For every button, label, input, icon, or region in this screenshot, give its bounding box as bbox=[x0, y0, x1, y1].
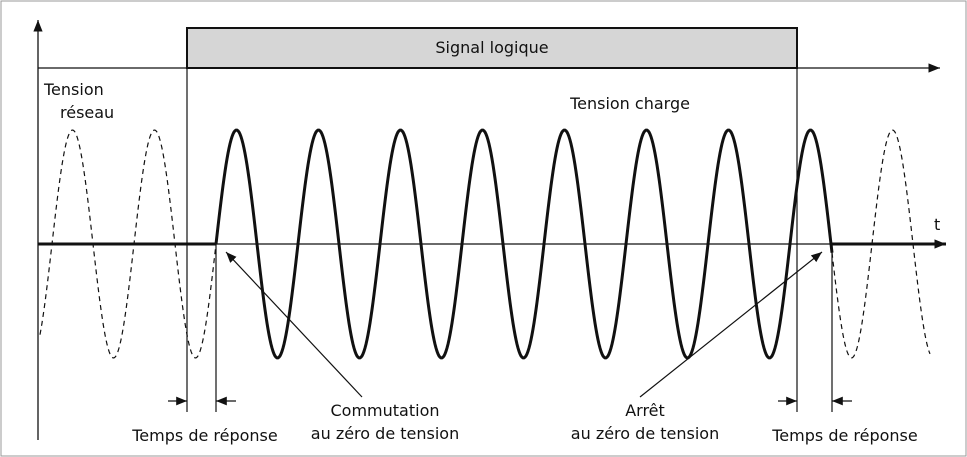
mains-label: Tension bbox=[43, 80, 104, 99]
markers bbox=[168, 68, 852, 412]
response-label: Temps de réponse bbox=[771, 426, 917, 445]
load-wave bbox=[214, 128, 834, 360]
load-label: Tension charge bbox=[569, 94, 690, 113]
axis-label: t bbox=[934, 215, 940, 234]
signal-label: Signal logique bbox=[435, 38, 548, 57]
mains-label: réseau bbox=[60, 103, 114, 122]
switch-off-label: au zéro de tension bbox=[571, 424, 719, 443]
response-label: Temps de réponse bbox=[131, 426, 277, 445]
switch-on-label: au zéro de tension bbox=[311, 424, 459, 443]
switch-on-label: Commutation bbox=[331, 401, 440, 420]
switch-off-label: Arrêt bbox=[625, 401, 665, 420]
signal-box bbox=[186, 27, 798, 69]
